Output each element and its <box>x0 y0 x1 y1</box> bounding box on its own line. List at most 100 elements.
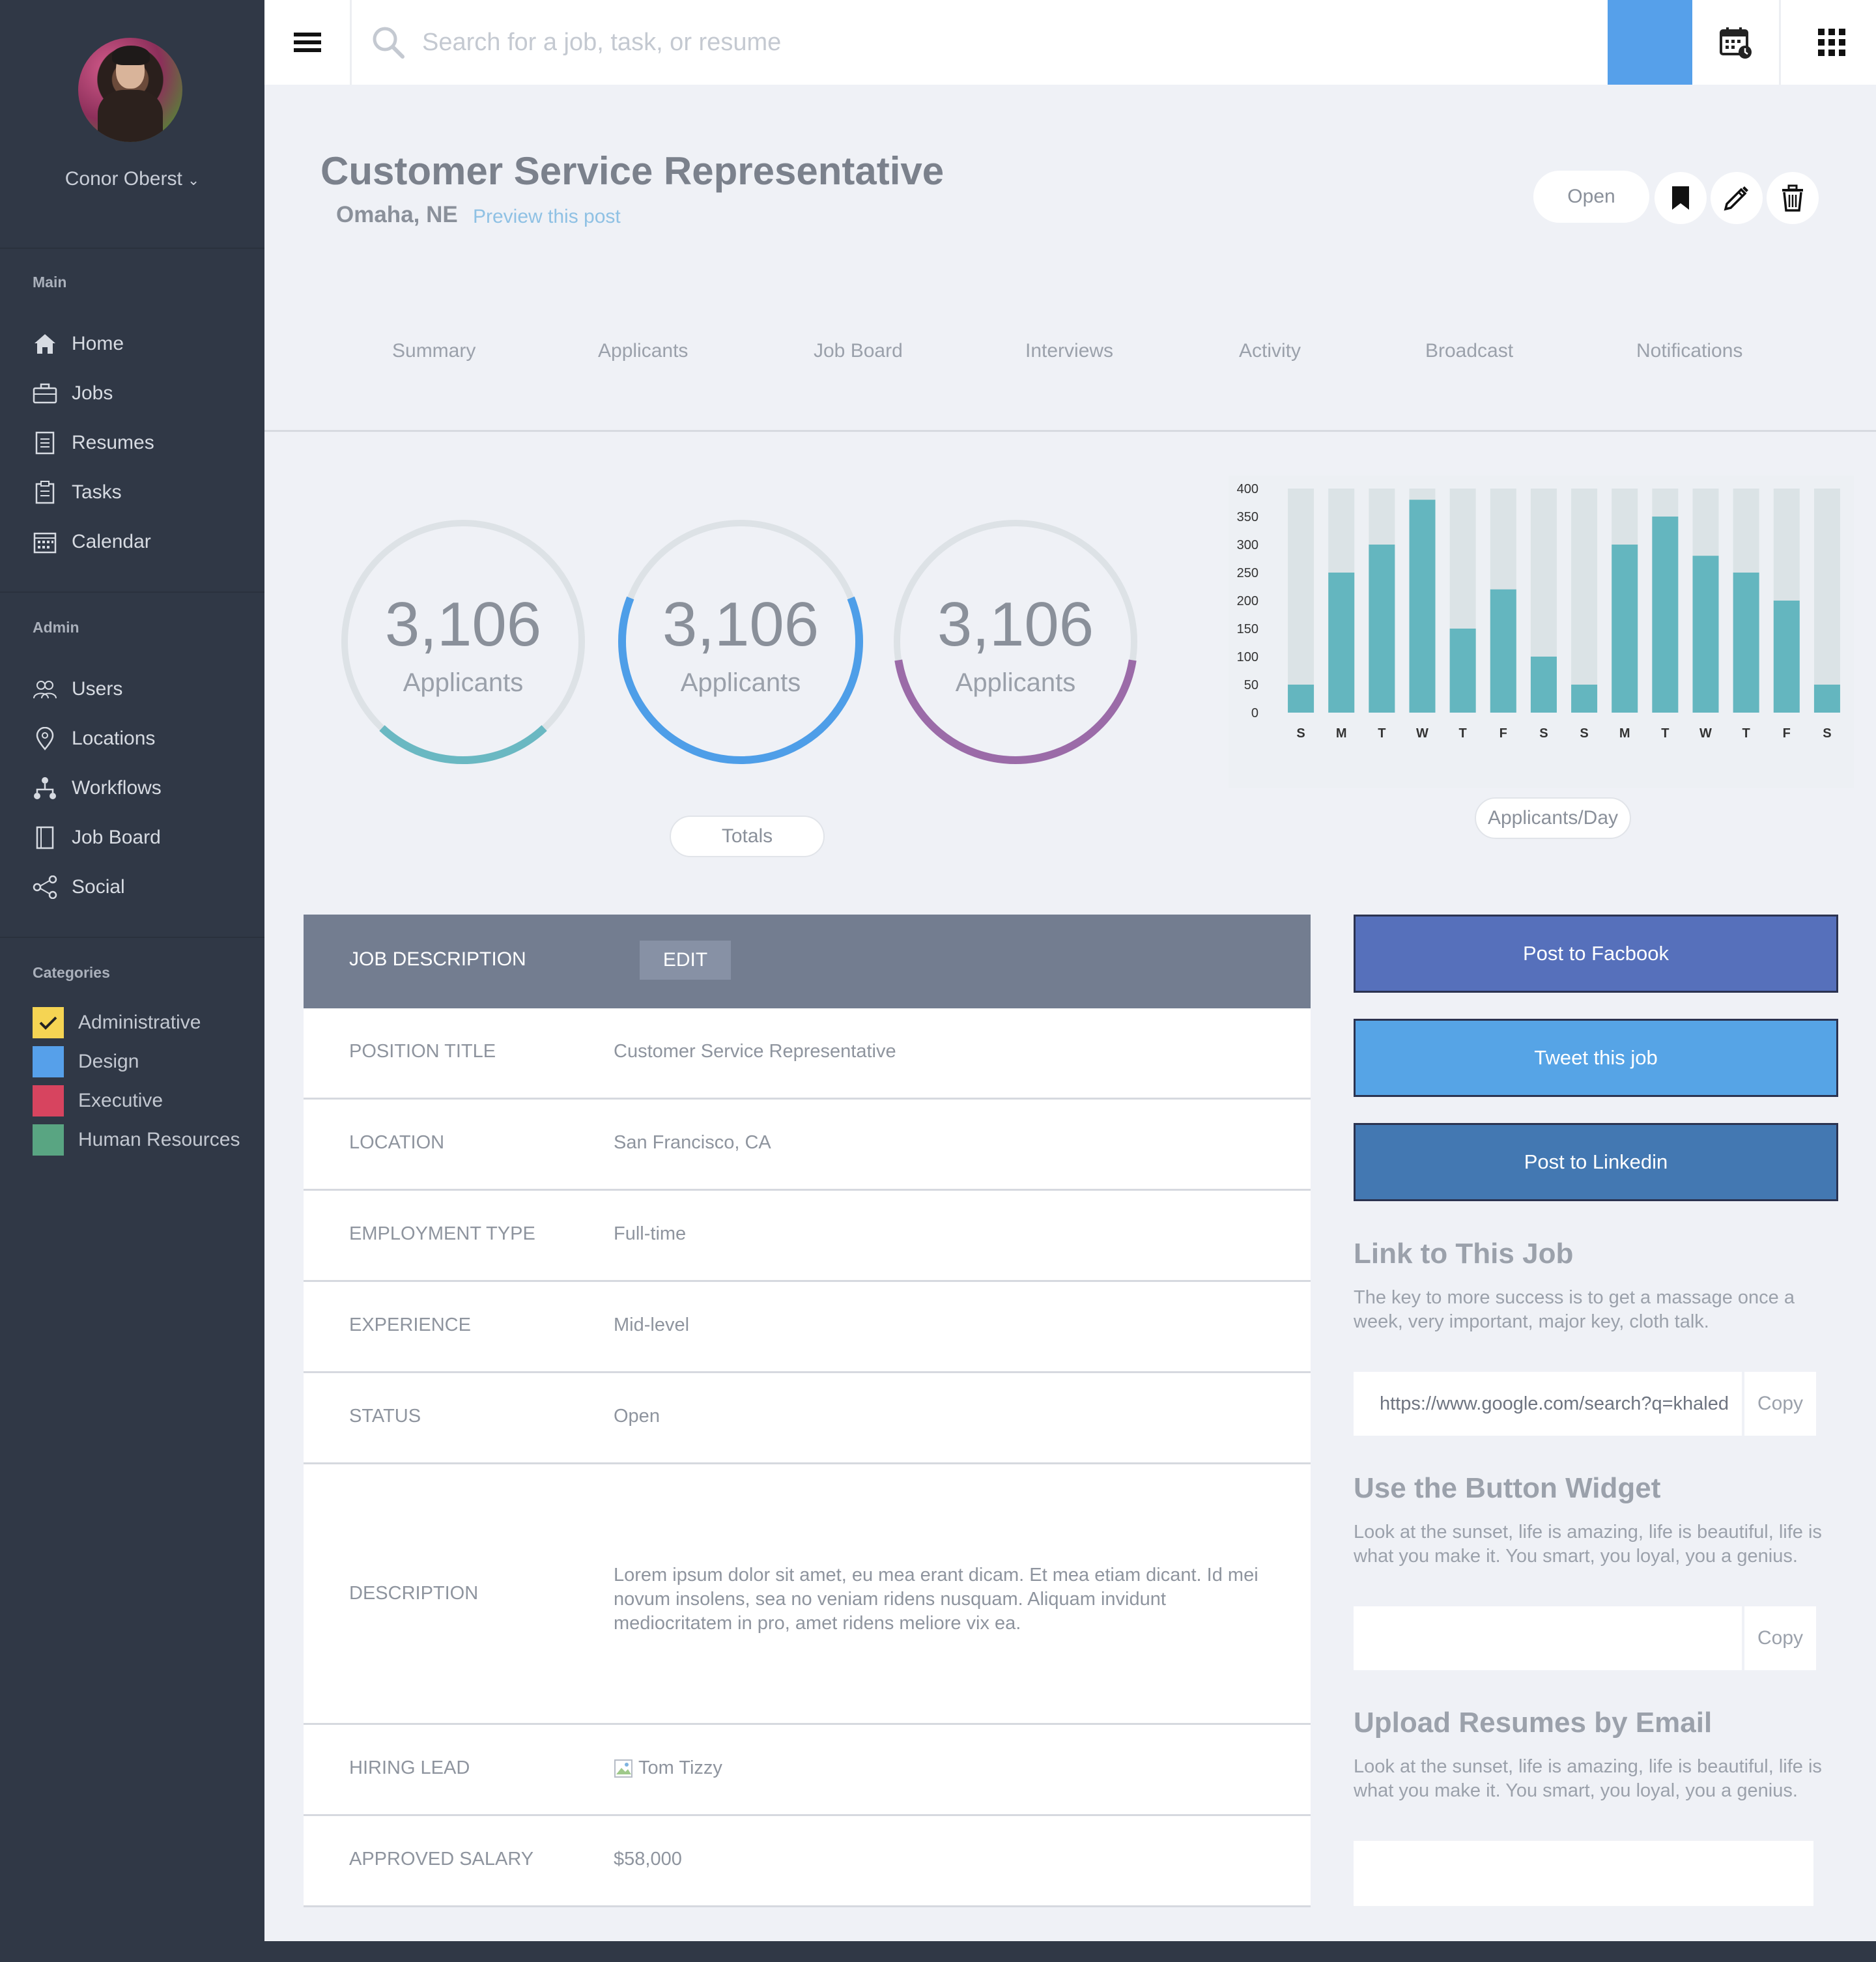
job-link-field[interactable]: https://www.google.com/search?q=khaled <box>1354 1372 1742 1436</box>
bar <box>1449 629 1476 713</box>
avatar[interactable] <box>78 38 182 142</box>
sidebar-item-label: Calendar <box>72 531 151 552</box>
table-row: DESCRIPTION Lorem ipsum dolor sit amet, … <box>304 1464 1311 1725</box>
category-human-resources[interactable]: Human Resources <box>33 1124 240 1156</box>
widget-section-title: Use the Button Widget <box>1354 1472 1661 1504</box>
stat-label: Applicants <box>955 668 1076 697</box>
map-pin-icon <box>33 726 57 751</box>
tab-activity[interactable]: Activity <box>1239 340 1301 362</box>
row-key: POSITION TITLE <box>349 1041 496 1062</box>
tab-job-board[interactable]: Job Board <box>814 340 903 362</box>
calendar-clock-icon <box>1719 27 1752 59</box>
x-tick-label: M <box>1619 726 1630 741</box>
tab-interviews[interactable]: Interviews <box>1025 340 1114 362</box>
preview-post-link[interactable]: Preview this post <box>473 206 621 227</box>
search-input[interactable] <box>421 27 1072 57</box>
bar-track <box>1288 489 1315 713</box>
y-tick-label: 200 <box>1237 594 1258 608</box>
tweet-job-button[interactable]: Tweet this job <box>1354 1019 1838 1097</box>
bar-track <box>1813 489 1840 713</box>
briefcase-icon <box>33 381 57 406</box>
section-label-admin: Admin <box>33 619 79 636</box>
category-swatch[interactable] <box>33 1046 64 1077</box>
upload-email-field[interactable] <box>1354 1841 1813 1906</box>
category-swatch[interactable] <box>33 1085 64 1116</box>
post-to-facebook-button[interactable]: Post to Facbook <box>1354 915 1838 993</box>
table-row: LOCATION San Francisco, CA <box>304 1100 1311 1191</box>
y-tick-label: 50 <box>1244 678 1258 692</box>
sidebar-item-social[interactable]: Social <box>33 873 125 902</box>
copy-widget-button[interactable]: Copy <box>1744 1606 1816 1670</box>
tab-broadcast[interactable]: Broadcast <box>1425 340 1514 362</box>
sidebar-item-job-board[interactable]: Job Board <box>33 823 161 852</box>
sidebar-item-label: Workflows <box>72 777 162 799</box>
table-title: JOB DESCRIPTION <box>349 948 526 970</box>
category-administrative[interactable]: Administrative <box>33 1007 201 1038</box>
calendar-icon <box>33 530 57 554</box>
sidebar-item-home[interactable]: Home <box>33 330 124 358</box>
y-tick-label: 250 <box>1237 566 1258 580</box>
apps-button[interactable] <box>1787 0 1876 85</box>
calendar-button[interactable] <box>1692 0 1781 85</box>
category-label: Executive <box>78 1090 163 1111</box>
sidebar-item-label: Social <box>72 876 125 898</box>
action-button[interactable] <box>1608 0 1692 85</box>
x-tick-label: M <box>1336 726 1347 741</box>
category-swatch[interactable] <box>33 1124 64 1156</box>
tab-applicants[interactable]: Applicants <box>598 340 689 362</box>
bar <box>1652 517 1679 713</box>
x-tick-label: S <box>1580 726 1588 741</box>
sidebar-item-resumes[interactable]: Resumes <box>33 429 154 457</box>
progress-ring <box>894 520 1137 764</box>
ring-progress-arc <box>618 596 863 764</box>
row-value: Customer Service Representative <box>614 1041 896 1062</box>
widget-code-field[interactable] <box>1354 1606 1742 1670</box>
edit-button[interactable]: EDIT <box>640 941 731 980</box>
sidebar-item-label: Tasks <box>72 481 122 503</box>
chevron-down-icon: ⌄ <box>187 172 200 188</box>
sidebar-item-users[interactable]: Users <box>33 675 122 704</box>
row-key: EXPERIENCE <box>349 1315 471 1335</box>
tab-notifications[interactable]: Notifications <box>1636 340 1743 362</box>
hiring-lead[interactable]: Tom Tizzy <box>614 1757 722 1779</box>
sidebar-item-workflows[interactable]: Workflows <box>33 774 162 803</box>
table-row: EXPERIENCE Mid-level <box>304 1282 1311 1373</box>
row-key: STATUS <box>349 1406 421 1427</box>
row-value: Open <box>614 1406 660 1427</box>
y-tick-label: 150 <box>1237 622 1258 636</box>
bookmark-button[interactable] <box>1655 172 1707 224</box>
y-tick-label: 100 <box>1237 650 1258 664</box>
grid-icon <box>1818 29 1845 56</box>
job-description-table: JOB DESCRIPTION EDIT POSITION TITLE Cust… <box>304 915 1311 1907</box>
search-bar <box>371 0 1218 85</box>
post-to-linkedin-button[interactable]: Post to Linkedin <box>1354 1123 1838 1201</box>
table-header: JOB DESCRIPTION EDIT <box>304 915 1311 1008</box>
category-design[interactable]: Design <box>33 1046 139 1077</box>
email-section-title: Upload Resumes by Email <box>1354 1707 1713 1739</box>
sidebar-item-calendar[interactable]: Calendar <box>33 528 151 556</box>
sidebar-item-label: Home <box>72 333 124 354</box>
x-tick-label: F <box>1783 726 1791 741</box>
category-executive[interactable]: Executive <box>33 1085 163 1116</box>
chart-label-pill[interactable]: Applicants/Day <box>1475 797 1631 839</box>
row-value: $58,000 <box>614 1849 682 1870</box>
copy-link-button[interactable]: Copy <box>1744 1372 1816 1436</box>
status-button[interactable]: Open <box>1533 171 1649 223</box>
sidebar-item-locations[interactable]: Locations <box>33 724 155 753</box>
totals-pill[interactable]: Totals <box>670 816 825 857</box>
delete-button[interactable] <box>1767 172 1819 224</box>
user-menu[interactable]: Conor Oberst ⌄ <box>0 168 264 190</box>
sidebar-item-tasks[interactable]: Tasks <box>33 478 122 507</box>
x-tick-label: W <box>1416 726 1428 741</box>
row-key: LOCATION <box>349 1132 445 1153</box>
email-section-text: Look at the sunset, life is amazing, lif… <box>1354 1756 1822 1801</box>
applicants-per-day-chart: 0 50 100 150 200 250 300 350 400 S M T W T F S S M T W T F S <box>1229 476 1854 788</box>
checkbox-checked[interactable] <box>33 1007 64 1038</box>
menu-button[interactable] <box>264 0 352 85</box>
tab-summary[interactable]: Summary <box>392 340 476 362</box>
x-tick-label: T <box>1742 726 1750 741</box>
stat-ring: 3,106 Applicants <box>888 515 1143 769</box>
edit-button[interactable] <box>1711 172 1763 224</box>
home-icon <box>33 332 57 356</box>
sidebar-item-jobs[interactable]: Jobs <box>33 379 113 408</box>
